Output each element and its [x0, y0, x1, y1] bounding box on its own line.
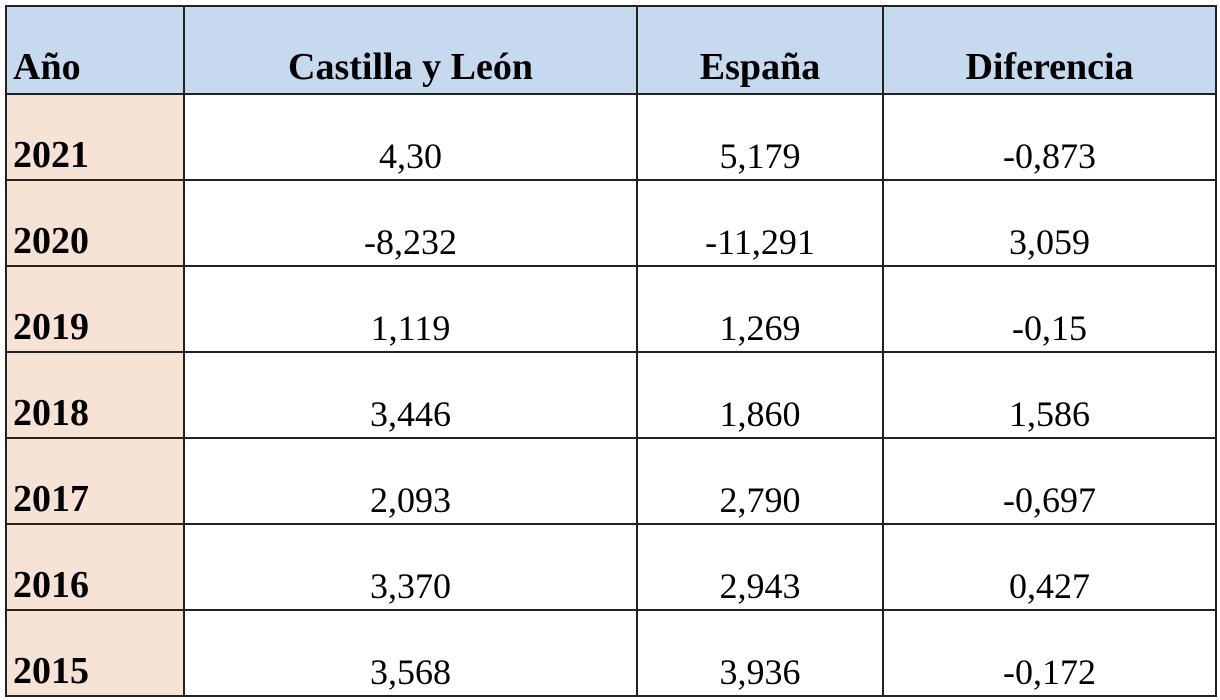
year-cell: 2021 [5, 93, 185, 181]
value-cell: 2,943 [636, 523, 884, 611]
value-cell: -8,232 [183, 179, 638, 267]
table-header: Año Castilla y León España Diferencia [5, 5, 1217, 95]
header-cell: Año [5, 5, 185, 95]
table-row: 2017 2,093 2,790 -0,697 [5, 437, 1217, 525]
value-cell: 0,427 [882, 523, 1217, 611]
value-cell: 1,269 [636, 265, 884, 353]
header-cell: Castilla y León [183, 5, 638, 95]
table-body: 2021 4,30 5,179 -0,873 2020 -8,232 -11,291 3,05… [5, 93, 1217, 697]
year-cell: 2015 [5, 609, 185, 697]
value-cell: -0,15 [882, 265, 1217, 353]
value-cell: 4,30 [183, 93, 638, 181]
value-cell: 3,446 [183, 351, 638, 439]
year-cell: 2017 [5, 437, 185, 525]
value-cell: 3,568 [183, 609, 638, 697]
table-row: 2019 1,119 1,269 -0,15 [5, 265, 1217, 353]
table-row: 2016 3,370 2,943 0,427 [5, 523, 1217, 611]
table-row: 2018 3,446 1,860 1,586 [5, 351, 1217, 439]
value-cell: -0,697 [882, 437, 1217, 525]
value-cell: 2,790 [636, 437, 884, 525]
year-cell: 2019 [5, 265, 185, 353]
value-cell: 5,179 [636, 93, 884, 181]
value-cell: 3,059 [882, 179, 1217, 267]
value-cell: 1,119 [183, 265, 638, 353]
table-row: 2020 -8,232 -11,291 3,059 [5, 179, 1217, 267]
year-cell: 2016 [5, 523, 185, 611]
header-row: Año Castilla y León España Diferencia [5, 5, 1217, 95]
value-cell: 1,586 [882, 351, 1217, 439]
header-cell: Diferencia [882, 5, 1217, 95]
value-cell: 2,093 [183, 437, 638, 525]
table-row: 2021 4,30 5,179 -0,873 [5, 93, 1217, 181]
value-cell: -0,873 [882, 93, 1217, 181]
data-table: Año Castilla y León España Diferencia 2021 4… [5, 5, 1217, 697]
value-cell: -11,291 [636, 179, 884, 267]
year-cell: 2020 [5, 179, 185, 267]
value-cell: 1,860 [636, 351, 884, 439]
value-cell: 3,936 [636, 609, 884, 697]
year-cell: 2018 [5, 351, 185, 439]
value-cell: -0,172 [882, 609, 1217, 697]
table-row: 2015 3,568 3,936 -0,172 [5, 609, 1217, 697]
value-cell: 3,370 [183, 523, 638, 611]
header-cell: España [636, 5, 884, 95]
